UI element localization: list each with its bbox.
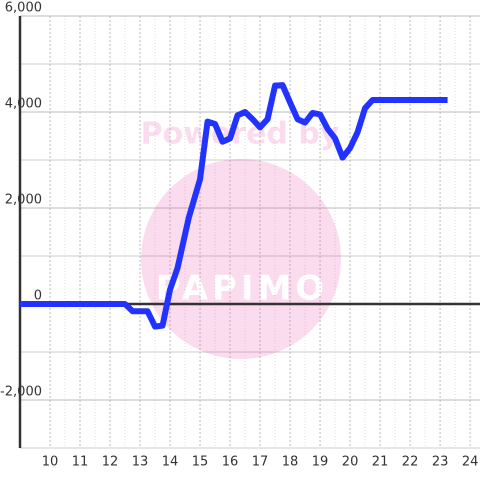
x-tick-label: 20 [342, 455, 359, 470]
x-tick-label: 21 [372, 455, 389, 470]
x-tick-label: 24 [462, 455, 479, 470]
x-tick-label: 16 [222, 455, 239, 470]
x-tick-label: 15 [192, 455, 209, 470]
x-tick-label: 22 [402, 455, 419, 470]
x-tick-label: 23 [432, 455, 449, 470]
watermark-logo: PAPIMO [156, 269, 328, 309]
y-tick-label: 0 [34, 289, 42, 304]
x-tick-label: 11 [72, 455, 89, 470]
x-tick-label: 19 [312, 455, 329, 470]
y-tick-label: 6,000 [5, 1, 42, 16]
x-tick-label: 10 [42, 455, 59, 470]
x-tick-label: 18 [282, 455, 299, 470]
watermark-text: Powered by [141, 117, 340, 152]
x-tick-label: 14 [162, 455, 179, 470]
x-tick-label: 13 [132, 455, 149, 470]
y-tick-label: 2,000 [5, 193, 42, 208]
x-tick-label: 12 [102, 455, 119, 470]
line-series [20, 82, 448, 330]
y-tick-label: 4,000 [5, 97, 42, 112]
grid [20, 15, 480, 449]
watermark-circle [141, 159, 341, 359]
watermark: Powered by PAPIMO [141, 117, 341, 359]
plot: 6,0004,0002,0000-2,000101112131415161718… [0, 1, 480, 470]
x-tick-label: 17 [252, 455, 269, 470]
